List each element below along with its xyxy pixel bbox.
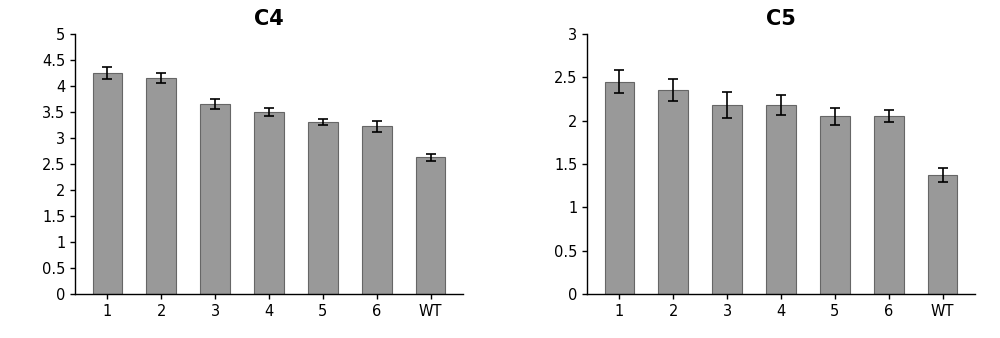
Title: C4: C4: [254, 9, 284, 29]
Bar: [308, 122, 338, 294]
Bar: [200, 104, 230, 294]
Bar: [362, 126, 392, 294]
Bar: [712, 105, 742, 294]
Bar: [416, 157, 445, 294]
Bar: [146, 78, 176, 294]
Bar: [928, 175, 957, 294]
Bar: [766, 105, 796, 294]
Bar: [93, 73, 122, 294]
Bar: [658, 90, 688, 294]
Bar: [820, 116, 850, 294]
Bar: [605, 81, 634, 294]
Title: C5: C5: [766, 9, 796, 29]
Bar: [254, 112, 284, 294]
Bar: [874, 116, 904, 294]
